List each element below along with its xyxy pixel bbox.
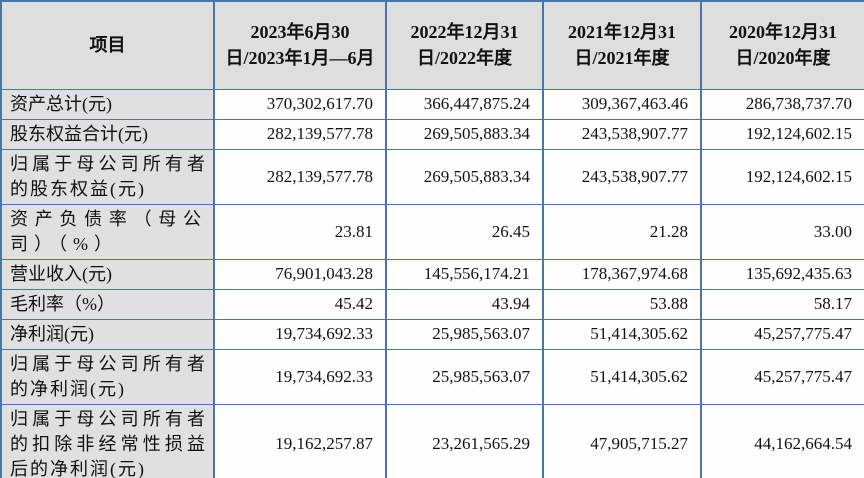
value-cell: 269,505,883.34 — [385, 118, 544, 150]
value-cell: 366,447,875.24 — [385, 88, 544, 120]
header-cell-2020: 2020年12月31日/2020年度 — [700, 0, 864, 90]
row-label: 净利润(元) — [0, 318, 215, 350]
row-label: 资产负债率（母公司）（%） — [0, 203, 215, 260]
row-label: 毛利率（%） — [0, 288, 215, 320]
value-cell: 309,367,463.46 — [542, 88, 702, 120]
table-row: 毛利率（%） 45.42 43.94 53.88 58.17 — [0, 288, 864, 320]
value-cell: 25,985,563.07 — [385, 348, 544, 405]
value-cell: 145,556,174.21 — [385, 258, 544, 290]
value-cell: 33.00 — [700, 203, 864, 260]
value-cell: 51,414,305.62 — [542, 348, 702, 405]
header-row: 项目 2023年6月30日/2023年1月—6月 2022年12月31日/202… — [0, 0, 864, 90]
value-cell: 43.94 — [385, 288, 544, 320]
value-cell: 135,692,435.63 — [700, 258, 864, 290]
value-cell: 45,257,775.47 — [700, 348, 864, 405]
value-cell: 23,261,565.29 — [385, 403, 544, 478]
row-label: 营业收入(元) — [0, 258, 215, 290]
table-row: 营业收入(元) 76,901,043.28 145,556,174.21 178,36… — [0, 258, 864, 290]
value-cell: 19,734,692.33 — [213, 318, 387, 350]
header-cell-2023: 2023年6月30日/2023年1月—6月 — [213, 0, 387, 90]
value-cell: 243,538,907.77 — [542, 118, 702, 150]
value-cell: 45.42 — [213, 288, 387, 320]
value-cell: 269,505,883.34 — [385, 148, 544, 205]
row-label: 资产总计(元) — [0, 88, 215, 120]
value-cell: 51,414,305.62 — [542, 318, 702, 350]
table-body: 资产总计(元) 370,302,617.70 366,447,875.24 309,3… — [0, 88, 864, 478]
value-cell: 282,139,577.78 — [213, 118, 387, 150]
value-cell: 19,162,257.87 — [213, 403, 387, 478]
value-cell: 192,124,602.15 — [700, 148, 864, 205]
value-cell: 47,905,715.27 — [542, 403, 702, 478]
table-row: 归属于母公司所有者的净利润(元) 19,734,692.33 25,985,563.… — [0, 348, 864, 405]
table-row: 资产总计(元) 370,302,617.70 366,447,875.24 309,3… — [0, 88, 864, 120]
table-row: 净利润(元) 19,734,692.33 25,985,563.07 51,414,3… — [0, 318, 864, 350]
value-cell: 45,257,775.47 — [700, 318, 864, 350]
row-label: 股东权益合计(元) — [0, 118, 215, 150]
value-cell: 19,734,692.33 — [213, 348, 387, 405]
value-cell: 243,538,907.77 — [542, 148, 702, 205]
value-cell: 370,302,617.70 — [213, 88, 387, 120]
value-cell: 192,124,602.15 — [700, 118, 864, 150]
value-cell: 23.81 — [213, 203, 387, 260]
row-label: 归属于母公司所有者的股东权益(元) — [0, 148, 215, 205]
value-cell: 178,367,974.68 — [542, 258, 702, 290]
table-row: 归属于母公司所有者的股东权益(元) 282,139,577.78 269,505,8… — [0, 148, 864, 205]
table-row: 归属于母公司所有者的扣除非经常性损益后的净利润(元) 19,162,257.87 2… — [0, 403, 864, 478]
value-cell: 282,139,577.78 — [213, 148, 387, 205]
row-label: 归属于母公司所有者的扣除非经常性损益后的净利润(元) — [0, 403, 215, 478]
table-row: 资产负债率（母公司）（%） 23.81 26.45 21.28 33.00 — [0, 203, 864, 260]
value-cell: 21.28 — [542, 203, 702, 260]
header-cell-2022: 2022年12月31日/2022年度 — [385, 0, 544, 90]
value-cell: 76,901,043.28 — [213, 258, 387, 290]
row-label: 归属于母公司所有者的净利润(元) — [0, 348, 215, 405]
table-row: 股东权益合计(元) 282,139,577.78 269,505,883.34 243… — [0, 118, 864, 150]
value-cell: 44,162,664.54 — [700, 403, 864, 478]
header-cell-2021: 2021年12月31日/2021年度 — [542, 0, 702, 90]
value-cell: 58.17 — [700, 288, 864, 320]
value-cell: 53.88 — [542, 288, 702, 320]
value-cell: 25,985,563.07 — [385, 318, 544, 350]
value-cell: 286,738,737.70 — [700, 88, 864, 120]
value-cell: 26.45 — [385, 203, 544, 260]
header-cell-item: 项目 — [0, 0, 215, 90]
